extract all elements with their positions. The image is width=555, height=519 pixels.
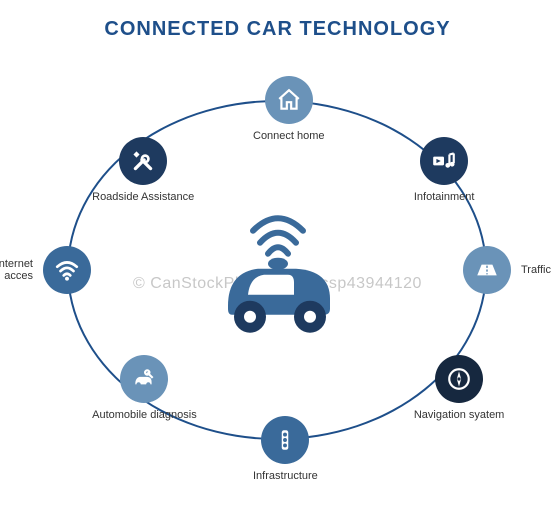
node-auto-diagnosis: Automobile diagnosis xyxy=(92,355,197,421)
node-infotainment: Infotainment xyxy=(414,137,475,203)
connect-home-icon xyxy=(265,76,313,124)
auto-diagnosis-icon xyxy=(120,355,168,403)
traffic-icon xyxy=(463,246,511,294)
auto-diagnosis-label: Automobile diagnosis xyxy=(92,409,197,421)
infotainment-label: Infotainment xyxy=(414,191,475,203)
diagram-title: CONNECTED CAR TECHNOLOGY xyxy=(104,18,450,41)
internet-access-label: Internet acces xyxy=(0,258,33,282)
central-car xyxy=(198,190,358,355)
node-internet-access: Internet acces xyxy=(43,246,91,294)
node-connect-home: Connect home xyxy=(253,76,325,142)
roadside-icon xyxy=(119,137,167,185)
internet-access-icon xyxy=(43,246,91,294)
connect-home-label: Connect home xyxy=(253,130,325,142)
navigation-label: Navigation syatem xyxy=(414,409,505,421)
infotainment-icon xyxy=(420,137,468,185)
infrastructure-icon xyxy=(261,416,309,464)
traffic-label: Traffic xyxy=(521,264,551,276)
signal-icon xyxy=(253,218,303,254)
navigation-icon xyxy=(435,355,483,403)
node-navigation: Navigation syatem xyxy=(414,355,505,421)
node-roadside: Roadside Assistance xyxy=(92,137,194,203)
node-traffic: Traffic xyxy=(463,246,511,294)
infrastructure-label: Infrastructure xyxy=(253,470,318,482)
roadside-label: Roadside Assistance xyxy=(92,191,194,203)
node-infrastructure: Infrastructure xyxy=(253,416,318,482)
